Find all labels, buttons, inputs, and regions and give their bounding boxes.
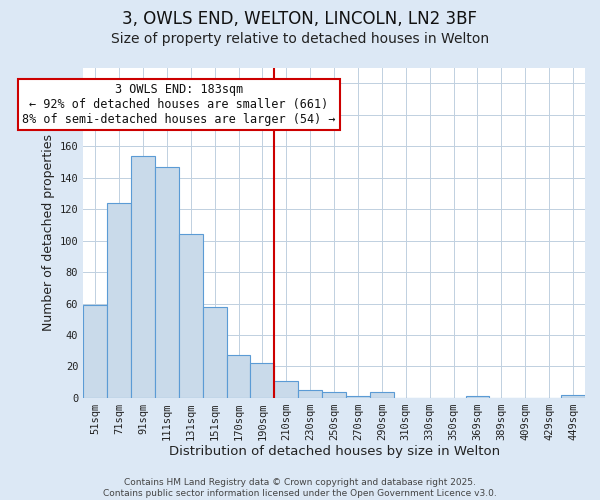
Bar: [466, 396, 490, 398]
Bar: [346, 396, 370, 398]
X-axis label: Distribution of detached houses by size in Welton: Distribution of detached houses by size …: [169, 444, 500, 458]
Bar: [250, 364, 274, 398]
Bar: [322, 392, 346, 398]
Bar: [107, 203, 131, 398]
Bar: [370, 392, 394, 398]
Bar: [274, 380, 298, 398]
Bar: [131, 156, 155, 398]
Bar: [83, 305, 107, 398]
Y-axis label: Number of detached properties: Number of detached properties: [43, 134, 55, 331]
Bar: [179, 234, 203, 398]
Bar: [298, 390, 322, 398]
Text: 3, OWLS END, WELTON, LINCOLN, LN2 3BF: 3, OWLS END, WELTON, LINCOLN, LN2 3BF: [122, 10, 478, 28]
Bar: [155, 166, 179, 398]
Text: Contains HM Land Registry data © Crown copyright and database right 2025.
Contai: Contains HM Land Registry data © Crown c…: [103, 478, 497, 498]
Text: 3 OWLS END: 183sqm
← 92% of detached houses are smaller (661)
8% of semi-detache: 3 OWLS END: 183sqm ← 92% of detached hou…: [22, 83, 335, 126]
Bar: [561, 395, 585, 398]
Bar: [203, 306, 227, 398]
Text: Size of property relative to detached houses in Welton: Size of property relative to detached ho…: [111, 32, 489, 46]
Bar: [227, 356, 250, 398]
